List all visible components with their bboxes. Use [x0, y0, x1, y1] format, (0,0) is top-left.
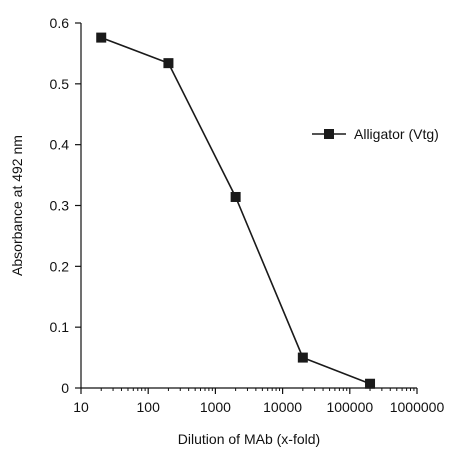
data-point-marker — [96, 32, 107, 43]
y-axis-title: Absorbance at 492 nm — [9, 135, 25, 276]
legend: Alligator (Vtg) — [312, 126, 439, 142]
data-point-marker — [297, 352, 308, 363]
data-point-marker — [230, 191, 241, 202]
axis-ticks: 0 0.1 0.2 0.3 0.4 0.5 0.6 10 100 1000 10000 100000 1… — [50, 15, 445, 415]
y-tick-label: 0.3 — [50, 198, 70, 214]
y-tick-label: 0.5 — [50, 76, 70, 92]
x-tick-label: 1000 — [200, 399, 231, 415]
y-tick-label: 0.1 — [50, 319, 70, 335]
y-tick-label: 0 — [61, 380, 69, 396]
data-point-marker — [163, 58, 174, 69]
axes — [80, 23, 417, 389]
x-tick-label: 10000 — [263, 399, 302, 415]
series-layer — [96, 32, 376, 389]
y-tick-label: 0.6 — [50, 15, 70, 31]
x-tick-label: 100 — [137, 399, 161, 415]
x-tick-label: 10 — [73, 399, 89, 415]
x-tick-label: 100000 — [326, 399, 373, 415]
x-tick-label: 1000000 — [390, 399, 445, 415]
x-axis-title: Dilution of MAb (x-fold) — [178, 431, 320, 447]
series-line — [100, 36, 371, 385]
data-point-marker — [365, 378, 376, 389]
y-tick-label: 0.4 — [50, 137, 70, 153]
legend-label: Alligator (Vtg) — [354, 126, 439, 142]
legend-marker — [324, 129, 334, 139]
y-tick-label: 0.2 — [50, 258, 70, 274]
